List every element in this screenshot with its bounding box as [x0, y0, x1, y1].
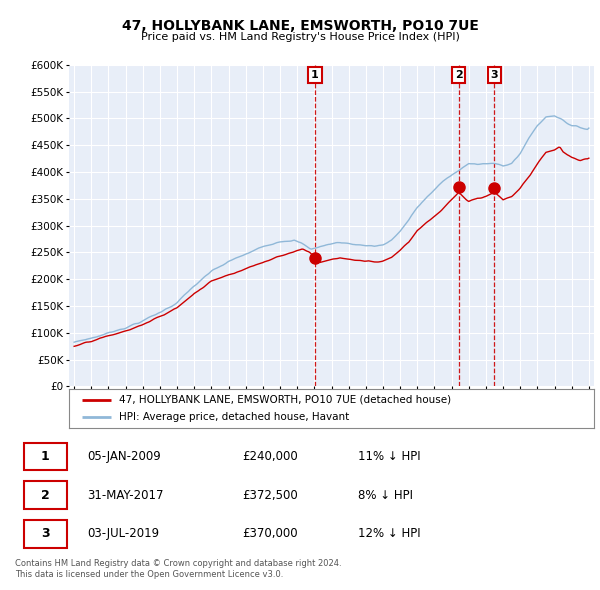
Text: 31-MAY-2017: 31-MAY-2017	[87, 489, 163, 502]
Text: 8% ↓ HPI: 8% ↓ HPI	[358, 489, 413, 502]
Text: Contains HM Land Registry data © Crown copyright and database right 2024.
This d: Contains HM Land Registry data © Crown c…	[15, 559, 341, 579]
Text: 11% ↓ HPI: 11% ↓ HPI	[358, 450, 420, 463]
Text: 1: 1	[311, 70, 319, 80]
Text: HPI: Average price, detached house, Havant: HPI: Average price, detached house, Hava…	[119, 412, 349, 422]
Text: 3: 3	[41, 527, 50, 540]
Text: 05-JAN-2009: 05-JAN-2009	[87, 450, 161, 463]
FancyBboxPatch shape	[23, 520, 67, 548]
Text: 47, HOLLYBANK LANE, EMSWORTH, PO10 7UE (detached house): 47, HOLLYBANK LANE, EMSWORTH, PO10 7UE (…	[119, 395, 451, 405]
Text: 2: 2	[41, 489, 50, 502]
Text: 3: 3	[491, 70, 499, 80]
Text: Price paid vs. HM Land Registry's House Price Index (HPI): Price paid vs. HM Land Registry's House …	[140, 32, 460, 42]
Text: 2: 2	[455, 70, 463, 80]
Text: 47, HOLLYBANK LANE, EMSWORTH, PO10 7UE: 47, HOLLYBANK LANE, EMSWORTH, PO10 7UE	[122, 19, 478, 33]
Text: 03-JUL-2019: 03-JUL-2019	[87, 527, 159, 540]
Text: £370,000: £370,000	[242, 527, 298, 540]
FancyBboxPatch shape	[23, 442, 67, 470]
Text: £372,500: £372,500	[242, 489, 298, 502]
Text: 1: 1	[41, 450, 50, 463]
FancyBboxPatch shape	[23, 481, 67, 509]
Text: £240,000: £240,000	[242, 450, 298, 463]
Text: 12% ↓ HPI: 12% ↓ HPI	[358, 527, 420, 540]
